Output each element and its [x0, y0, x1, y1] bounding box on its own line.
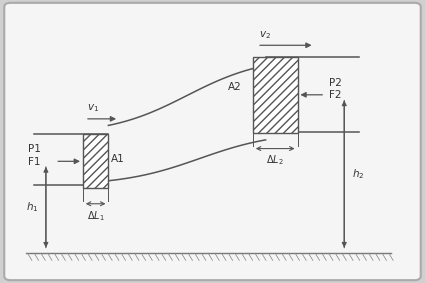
Text: $\Delta L_2$: $\Delta L_2$ — [266, 154, 284, 168]
FancyBboxPatch shape — [4, 3, 421, 280]
Text: $h_1$: $h_1$ — [26, 200, 38, 214]
Text: P1: P1 — [28, 144, 41, 154]
Text: $h_2$: $h_2$ — [352, 167, 364, 181]
Bar — [83, 134, 108, 188]
Text: $v_2$: $v_2$ — [259, 29, 271, 41]
Text: A1: A1 — [111, 154, 125, 164]
Text: P2: P2 — [329, 78, 342, 88]
Bar — [253, 57, 298, 133]
Text: F2: F2 — [329, 91, 342, 100]
Text: A2: A2 — [228, 82, 242, 92]
Text: $\Delta L_1$: $\Delta L_1$ — [87, 209, 105, 223]
Text: F1: F1 — [28, 157, 40, 167]
Text: $v_1$: $v_1$ — [87, 102, 99, 114]
